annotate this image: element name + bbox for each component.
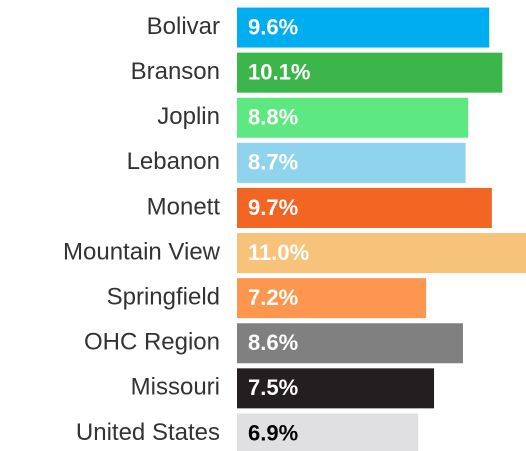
category-label: Branson [131,58,220,85]
bar [237,323,463,364]
value-label: 8.6% [248,330,298,355]
category-label: Joplin [157,103,220,130]
category-label: Monett [147,193,221,220]
bar [237,52,503,93]
category-label: Lebanon [127,148,220,175]
category-label: OHC Region [84,329,220,356]
value-label: 7.2% [248,285,298,310]
bar [237,7,490,48]
bar [237,278,427,319]
bar [237,187,492,228]
bar [237,142,466,183]
category-label: Missouri [131,374,220,401]
value-label: 9.7% [248,195,298,220]
value-label: 6.9% [248,420,298,445]
value-label: 8.7% [248,150,298,175]
bar [237,233,526,274]
value-label: 11.0% [248,240,309,265]
value-label: 10.1% [248,59,310,84]
category-label: Springfield [107,283,220,310]
value-label: 7.5% [248,375,298,400]
bar [237,413,419,451]
value-label: 8.8% [248,105,298,130]
category-label: Mountain View [63,238,221,265]
category-label: United States [76,419,220,446]
value-label: 9.6% [248,14,298,39]
bar [237,97,469,138]
bar [237,368,435,409]
category-label: Bolivar [147,13,220,40]
